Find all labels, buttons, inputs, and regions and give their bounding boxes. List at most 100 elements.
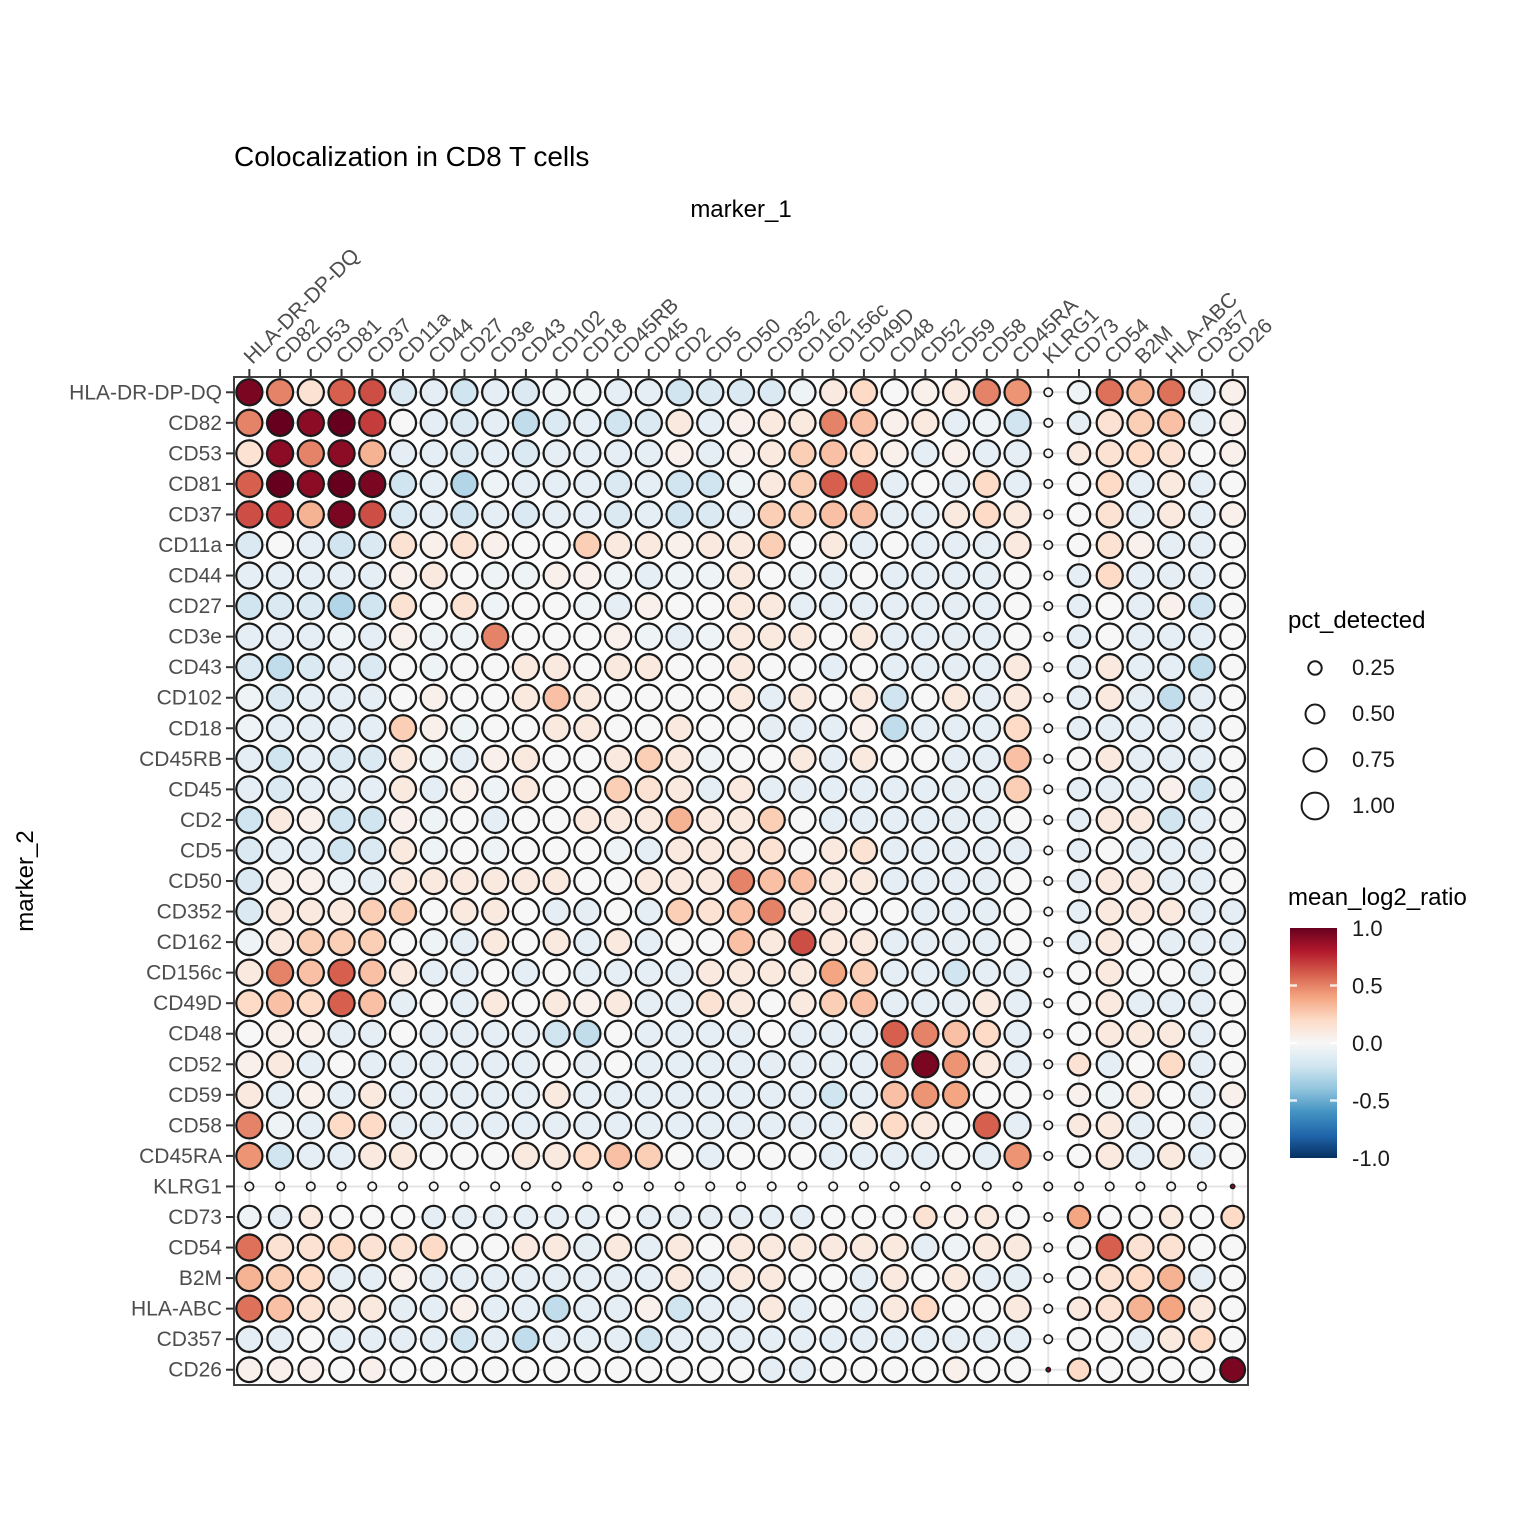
dot-CD73-CD45RA: [1005, 1204, 1030, 1230]
dot-CD81-CD352: [757, 469, 786, 499]
dot-CD11a-CD52: [911, 530, 940, 560]
dot-CD357-CD58: [973, 1325, 1001, 1353]
dot-CD357-KLRG1: [1043, 1334, 1054, 1345]
dot-CD52-CD37: [358, 1050, 387, 1079]
dot-CD45-CD156c: [819, 775, 848, 804]
dot-CD156c-CD50: [726, 958, 756, 987]
dot-CD48-HLA-DR-DP-DQ: [235, 1019, 264, 1048]
dot-CD82-B2M: [1126, 408, 1155, 437]
size-legend-label: 0.25: [1352, 655, 1395, 680]
dot-CD37-CD49D: [849, 500, 879, 529]
dot-CD81-CD18: [573, 469, 602, 499]
dot-CD352-CD26: [1219, 898, 1247, 925]
dot-CD357-CD26: [1219, 1325, 1247, 1353]
dot-CD37-CD73: [1066, 502, 1092, 527]
dot-CD102-B2M: [1126, 683, 1155, 712]
dot-CD82-CD49D: [849, 408, 879, 437]
dot-CD45RB-CD82: [265, 744, 295, 773]
dot-CD58-CD43: [511, 1111, 541, 1140]
dot-CD357-CD357: [1188, 1325, 1216, 1353]
dot-B2M-CD27: [450, 1263, 479, 1293]
dot-CD37-CD27: [450, 500, 479, 529]
size-legend-circle: [1307, 660, 1323, 676]
dot-CD162-CD27: [450, 927, 479, 957]
dot-CD2-CD26: [1219, 806, 1247, 834]
colorbar-tick-label: -0.5: [1352, 1089, 1390, 1114]
dot-CD50-CD45RA: [1003, 866, 1032, 896]
dot-CD48-CD45: [634, 1019, 663, 1048]
dot-CD53-CD43: [511, 439, 541, 468]
dot-CD352-CD162: [788, 897, 817, 926]
dot-CD54-CD49D: [849, 1233, 879, 1262]
dot-CD59-CD59: [941, 1080, 971, 1109]
dot-CD162-CD73: [1066, 929, 1092, 955]
dot-CD162-CD352: [757, 927, 786, 957]
dot-CD26-CD45RA: [1004, 1356, 1031, 1384]
dot-CD45RA-CD18: [573, 1141, 602, 1171]
dot-CD45-CD45: [634, 775, 663, 804]
dot-CD50-CD59: [941, 866, 971, 896]
dot-CD37-HLA-DR-DP-DQ: [235, 500, 264, 529]
dot-CD2-CD357: [1188, 806, 1216, 834]
dot-CD37-CD52: [911, 500, 940, 529]
dot-CD81-CD156c: [819, 469, 848, 499]
dot-CD43-CD49D: [849, 653, 879, 682]
dot-CD45RA-CD3e: [481, 1141, 510, 1171]
dot-CD82-HLA-ABC: [1157, 408, 1186, 437]
dot-CD43-CD50: [726, 653, 756, 682]
dot-CD49D-CD58: [972, 989, 1001, 1018]
dot-CD26-CD18: [573, 1356, 601, 1384]
dot-CD59-CD54: [1095, 1080, 1124, 1109]
dot-CD11a-CD43: [511, 530, 541, 560]
dot-CD53-CD48: [880, 439, 909, 468]
dot-CD156c-CD49D: [849, 958, 879, 987]
dot-CD27-CD59: [941, 591, 971, 621]
colorbar-tick-label: -1.0: [1352, 1146, 1390, 1171]
dot-CD27-CD27: [450, 591, 479, 621]
dot-CD162-CD50: [726, 927, 756, 957]
dot-CD59-CD102: [542, 1080, 571, 1109]
dot-CD2-CD162: [788, 805, 817, 835]
dot-KLRG1-CD82: [275, 1181, 286, 1192]
dot-CD48-CD102: [542, 1019, 571, 1048]
dot-CD45RB-CD26: [1219, 745, 1247, 773]
dot-CD58-CD102: [542, 1111, 571, 1140]
dot-CD45RB-CD156c: [819, 744, 848, 773]
dot-CD44-CD50: [726, 561, 756, 590]
dot-CD50-CD352: [757, 866, 786, 896]
dot-CD3e-CD48: [880, 622, 909, 651]
dot-CD37-CD2: [665, 500, 694, 529]
dot-CD102-CD52: [911, 683, 940, 712]
dot-CD45RB-CD18: [573, 744, 602, 773]
dot-CD52-CD5: [696, 1050, 725, 1079]
dot-CD44-CD18: [573, 561, 602, 590]
dot-CD11a-CD45RA: [1003, 530, 1032, 560]
dot-CD82-CD162: [788, 408, 817, 437]
dot-CD45RA-CD82: [265, 1141, 295, 1171]
dot-CD18-CD58: [972, 714, 1001, 743]
dot-CD352-CD82: [265, 897, 295, 926]
dot-KLRG1-CD5: [705, 1181, 716, 1192]
dot-CD352-CD53: [296, 897, 325, 926]
dot-KLRG1-CD26: [1229, 1183, 1236, 1190]
dot-CD43-CD156c: [819, 653, 848, 682]
dot-CD82-CD54: [1095, 408, 1124, 437]
dot-CD82-KLRG1: [1043, 417, 1054, 428]
dot-CD48-CD26: [1219, 1020, 1247, 1048]
dot-CD45-CD59: [941, 775, 971, 804]
dot-CD27-CD102: [542, 591, 571, 621]
dot-CD45RB-CD44: [419, 744, 448, 773]
dot-CD45RB-CD48: [880, 744, 909, 773]
dot-CD52-CD44: [419, 1050, 448, 1079]
dot-CD44-CD58: [972, 561, 1001, 590]
dot-CD59-HLA-DR-DP-DQ: [235, 1080, 264, 1109]
dot-CD82-CD5: [696, 408, 725, 437]
dot-CD3e-HLA-ABC: [1157, 622, 1186, 651]
dot-CD45RA-CD45RB: [603, 1141, 633, 1171]
dot-CD59-CD73: [1066, 1082, 1092, 1108]
dot-CD102-CD45RA: [1003, 683, 1032, 712]
dot-CD43-CD27: [450, 653, 479, 682]
dot-CD37-CD162: [788, 500, 817, 529]
dot-CD352-CD102: [542, 897, 571, 926]
